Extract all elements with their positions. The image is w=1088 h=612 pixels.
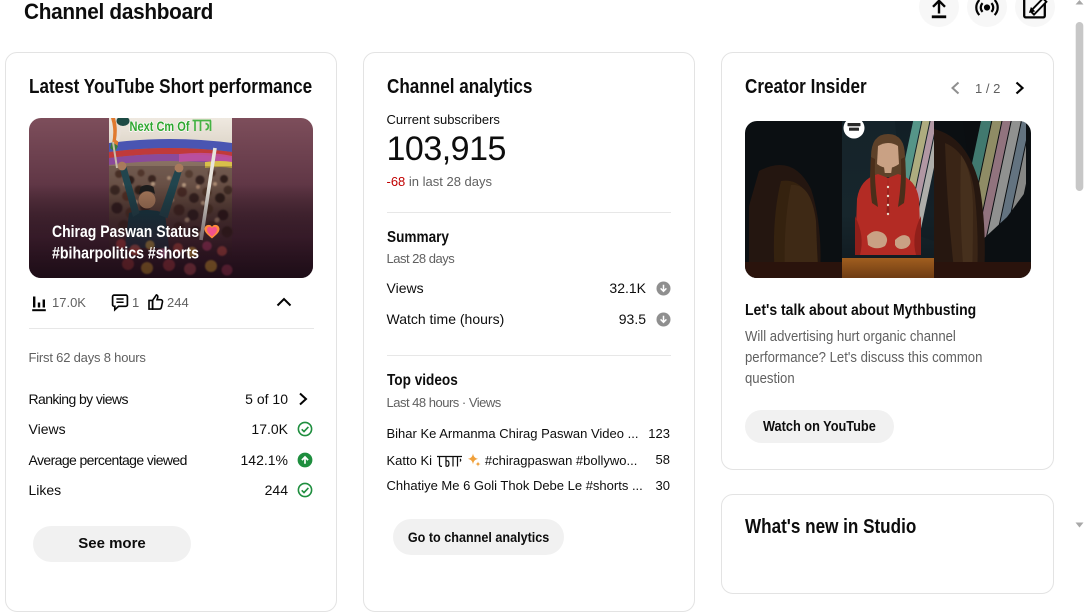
svg-text:#biharpolitics #shorts: #biharpolitics #shorts: [52, 244, 199, 262]
svg-text:Next Cm Of: Next Cm Of: [129, 118, 189, 134]
svg-text:Chirag Paswan Status: Chirag Paswan Status: [52, 223, 199, 241]
